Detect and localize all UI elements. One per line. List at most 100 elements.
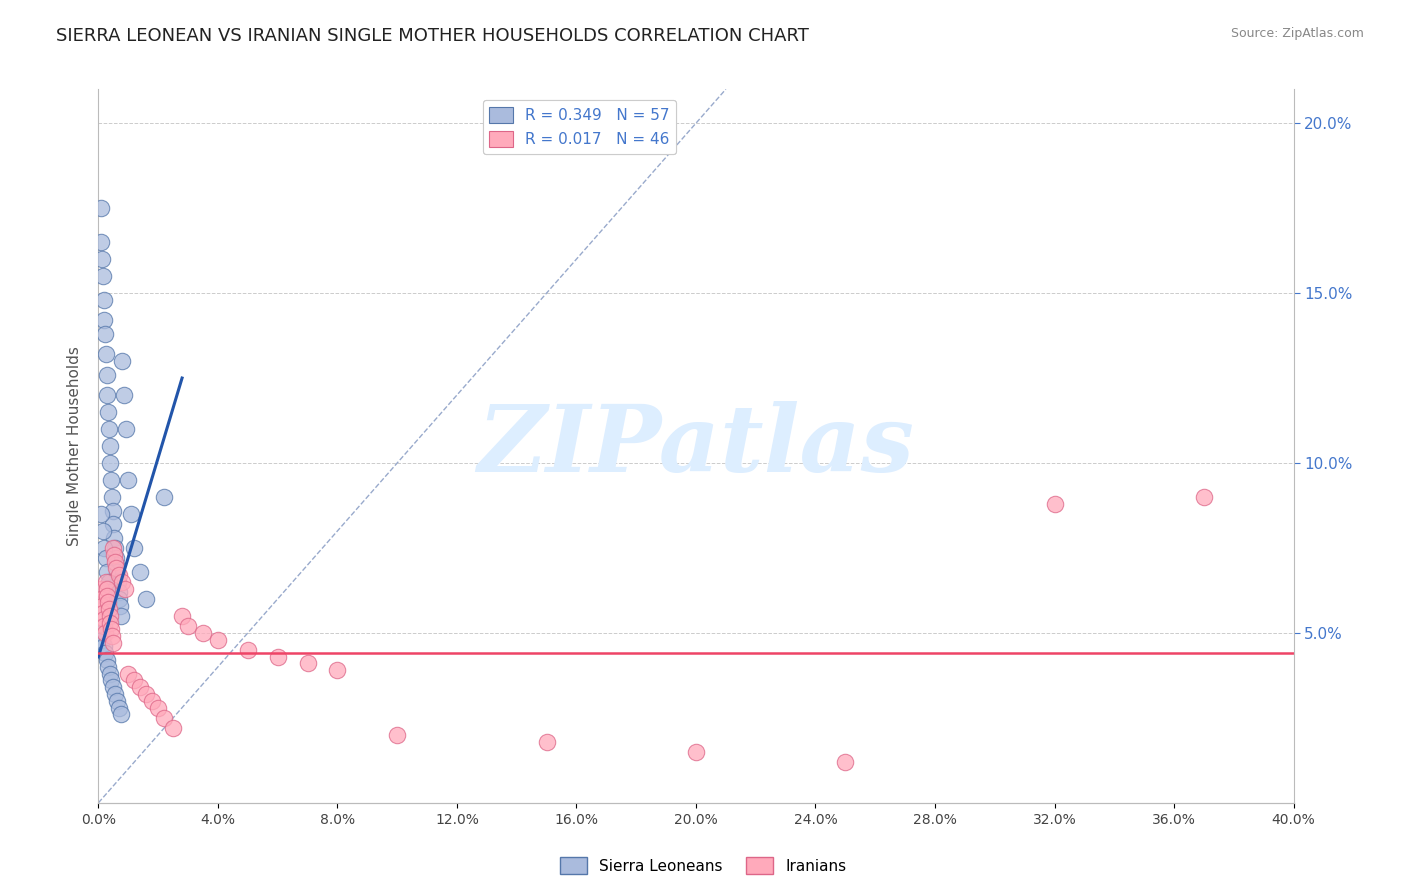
Point xyxy=(91,269,114,284)
Point xyxy=(103,517,125,532)
Point xyxy=(172,608,194,623)
Point xyxy=(111,574,134,589)
Point xyxy=(385,728,409,742)
Point xyxy=(107,585,129,599)
Point xyxy=(97,405,120,419)
Point xyxy=(98,608,121,623)
Point xyxy=(685,745,707,759)
Point xyxy=(207,632,229,647)
Point xyxy=(1043,497,1066,511)
Point xyxy=(104,555,127,569)
Point xyxy=(129,680,152,694)
Point xyxy=(104,687,127,701)
Point xyxy=(111,354,134,368)
Point xyxy=(101,636,124,650)
Point xyxy=(96,582,118,596)
Point xyxy=(91,252,114,266)
Point xyxy=(90,201,112,215)
Point xyxy=(108,591,131,606)
Point xyxy=(101,503,124,517)
Point xyxy=(98,615,122,630)
Point xyxy=(135,591,157,606)
Point xyxy=(93,313,115,327)
Point xyxy=(100,673,122,688)
Point xyxy=(94,326,117,341)
Point xyxy=(96,565,118,579)
Point xyxy=(105,694,128,708)
Legend: R = 0.349   N = 57, R = 0.017   N = 46: R = 0.349 N = 57, R = 0.017 N = 46 xyxy=(482,101,676,153)
Point xyxy=(117,666,139,681)
Point xyxy=(135,687,157,701)
Point xyxy=(94,646,117,660)
Point xyxy=(90,591,112,606)
Point xyxy=(97,602,120,616)
Point xyxy=(105,561,128,575)
Text: Source: ZipAtlas.com: Source: ZipAtlas.com xyxy=(1230,27,1364,40)
Point xyxy=(90,626,112,640)
Point xyxy=(94,551,117,566)
Point xyxy=(107,574,129,589)
Point xyxy=(94,347,117,361)
Point xyxy=(100,623,122,637)
Point xyxy=(108,568,131,582)
Point xyxy=(104,541,127,555)
Text: ZIPatlas: ZIPatlas xyxy=(478,401,914,491)
Point xyxy=(141,694,163,708)
Point xyxy=(103,541,125,555)
Point xyxy=(834,755,856,769)
Point xyxy=(96,653,118,667)
Point xyxy=(97,422,120,436)
Point xyxy=(148,700,170,714)
Point xyxy=(94,574,117,589)
Point xyxy=(104,551,127,566)
Point xyxy=(93,640,115,654)
Text: SIERRA LEONEAN VS IRANIAN SINGLE MOTHER HOUSEHOLDS CORRELATION CHART: SIERRA LEONEAN VS IRANIAN SINGLE MOTHER … xyxy=(56,27,808,45)
Point xyxy=(90,582,112,596)
Point xyxy=(110,608,132,623)
Point xyxy=(124,673,146,688)
Point xyxy=(93,612,115,626)
Point xyxy=(100,473,122,487)
Point xyxy=(267,649,290,664)
Point xyxy=(98,439,121,453)
Point xyxy=(96,388,118,402)
Point xyxy=(110,707,132,722)
Point xyxy=(105,565,128,579)
Point xyxy=(101,490,124,504)
Point xyxy=(236,643,259,657)
Point xyxy=(98,666,121,681)
Point xyxy=(101,629,124,643)
Point xyxy=(90,507,112,521)
Legend: Sierra Leoneans, Iranians: Sierra Leoneans, Iranians xyxy=(554,851,852,880)
Point xyxy=(91,599,114,613)
Point xyxy=(97,574,120,589)
Point xyxy=(93,541,115,555)
Point xyxy=(297,657,319,671)
Point xyxy=(326,663,349,677)
Point xyxy=(107,700,129,714)
Point xyxy=(101,680,124,694)
Point xyxy=(97,595,120,609)
Y-axis label: Single Mother Households: Single Mother Households xyxy=(67,346,83,546)
Point xyxy=(129,565,152,579)
Point xyxy=(153,490,176,504)
Point xyxy=(177,619,200,633)
Point xyxy=(1192,490,1215,504)
Point xyxy=(105,558,128,572)
Point xyxy=(98,585,122,599)
Point xyxy=(91,606,114,620)
Point xyxy=(536,734,558,748)
Point xyxy=(162,721,184,735)
Point xyxy=(94,626,117,640)
Point xyxy=(191,626,214,640)
Point xyxy=(115,422,138,436)
Point xyxy=(103,531,125,545)
Point xyxy=(124,541,146,555)
Point xyxy=(91,632,114,647)
Point xyxy=(97,660,120,674)
Point xyxy=(112,388,135,402)
Point xyxy=(120,507,142,521)
Point xyxy=(114,582,136,596)
Point xyxy=(96,368,118,382)
Point xyxy=(91,524,114,538)
